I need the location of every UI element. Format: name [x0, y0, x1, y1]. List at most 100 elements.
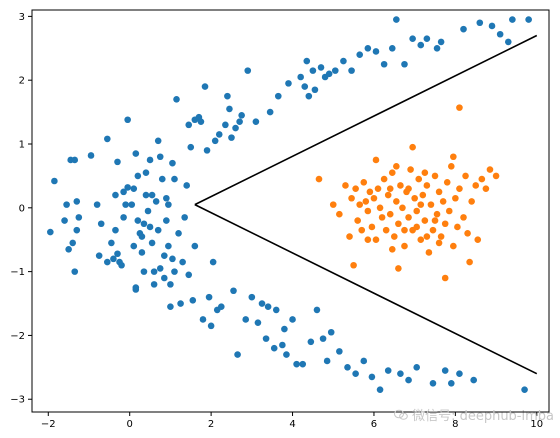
scatter-point-series-1 — [93, 201, 101, 208]
scatter-point-series-1 — [274, 92, 282, 100]
scatter-point-series-2 — [366, 188, 374, 196]
scatter-point-series-2 — [368, 223, 376, 231]
scatter-point-series-1 — [433, 44, 441, 52]
scatter-point-series-1 — [521, 386, 528, 393]
scatter-point-series-2 — [386, 185, 394, 192]
scatter-point-series-1 — [405, 376, 412, 384]
scatter-point-series-2 — [362, 198, 370, 205]
scatter-point-series-1 — [372, 48, 380, 55]
scatter-point-series-2 — [443, 178, 451, 186]
scatter-point-series-2 — [423, 182, 431, 189]
boundary-line-2 — [194, 203, 538, 375]
scatter-point-series-1 — [397, 370, 404, 378]
scatter-point-series-2 — [397, 182, 404, 189]
scatter-point-series-2 — [454, 223, 461, 231]
y-tick-label: −2 — [10, 331, 25, 342]
scatter-point-series-1 — [376, 386, 384, 393]
scatter-point-series-2 — [384, 191, 392, 199]
x-tick-label: 2 — [208, 419, 214, 430]
watermark-text: 微信号: deephub-imba — [412, 409, 554, 424]
scatter-point-series-2 — [388, 169, 396, 177]
scatter-point-series-1 — [264, 303, 272, 311]
scatter-point-series-1 — [207, 322, 215, 330]
scatter-point-series-1 — [279, 341, 286, 349]
scatter-point-series-1 — [134, 172, 142, 180]
scatter-point-series-1 — [525, 16, 532, 23]
scatter-point-series-1 — [75, 214, 83, 221]
scatter-point-series-2 — [425, 249, 433, 256]
scatter-point-series-2 — [329, 201, 337, 208]
scatter-point-series-2 — [393, 163, 400, 170]
scatter-point-series-1 — [51, 177, 58, 185]
scatter-point-series-1 — [509, 16, 516, 23]
scatter-point-series-1 — [409, 35, 416, 43]
scatter-point-series-2 — [393, 198, 400, 205]
scatter-point-series-1 — [238, 111, 245, 119]
plot-area-frame — [31, 9, 550, 413]
scatter-point-series-1 — [297, 73, 304, 81]
scatter-point-series-2 — [419, 191, 427, 199]
scatter-point-series-1 — [281, 325, 288, 333]
scatter-point-series-1 — [142, 191, 150, 199]
scatter-point-series-1 — [158, 175, 166, 183]
scatter-point-series-1 — [130, 185, 138, 192]
scatter-point-series-2 — [401, 226, 408, 234]
scatter-point-series-1 — [122, 201, 129, 208]
scatter-point-series-2 — [492, 172, 500, 180]
scatter-point-series-1 — [148, 191, 156, 199]
scatter-point-series-1 — [114, 158, 121, 166]
x-tick-label: −2 — [41, 419, 56, 430]
scatter-point-series-1 — [384, 367, 392, 374]
scatter-point-series-2 — [441, 220, 449, 228]
scatter-point-series-1 — [156, 265, 164, 272]
scatter-point-series-1 — [144, 207, 152, 215]
scatter-point-series-2 — [486, 166, 494, 173]
scatter-point-series-1 — [199, 316, 207, 323]
scatter-point-series-2 — [395, 220, 402, 228]
scatter-point-series-1 — [185, 271, 193, 279]
scatter-point-series-1 — [161, 274, 168, 282]
scatter-point-series-1 — [189, 297, 197, 304]
scatter-point-series-1 — [311, 86, 319, 94]
scatter-point-series-1 — [175, 230, 182, 237]
scatter-point-series-1 — [132, 150, 140, 157]
scatter-point-series-1 — [252, 118, 260, 125]
scatter-point-series-2 — [405, 214, 412, 221]
scatter-point-series-2 — [364, 236, 372, 244]
scatter-point-series-2 — [364, 207, 372, 215]
scatter-point-series-1 — [331, 67, 339, 74]
scatter-point-series-1 — [348, 67, 355, 74]
scatter-point-series-1 — [161, 252, 168, 259]
scatter-point-series-1 — [336, 348, 343, 355]
scatter-point-series-1 — [272, 306, 280, 314]
scatter-point-series-1 — [215, 131, 223, 138]
scatter-point-series-1 — [423, 35, 431, 43]
scatter-point-series-2 — [399, 204, 406, 212]
scatter-point-series-1 — [437, 38, 445, 46]
scatter-point-series-2 — [431, 172, 439, 180]
scatter-point-series-2 — [395, 265, 402, 272]
scatter-point-series-1 — [146, 223, 154, 231]
scatter-point-series-1 — [130, 242, 138, 250]
scatter-point-series-1 — [142, 169, 150, 177]
scatter-point-series-1 — [179, 258, 186, 266]
scatter-point-series-1 — [165, 201, 172, 208]
scatter-point-series-1 — [150, 268, 158, 275]
scatter-point-series-2 — [417, 201, 425, 208]
watermark: 微信号: deephub-imba — [394, 405, 554, 424]
y-tick-label: 3 — [19, 12, 25, 23]
scatter-point-series-1 — [171, 175, 178, 183]
scatter-point-series-1 — [360, 357, 368, 365]
scatter-point-series-1 — [289, 316, 296, 323]
scatter-point-series-1 — [266, 108, 274, 116]
scatter-point-series-1 — [254, 319, 262, 326]
chart-axes: −2 0 2 4 6 8 10 −3 −2 −1 0 1 2 3 — [10, 12, 543, 430]
scatter-point-series-1 — [283, 351, 290, 358]
y-tick-label: −3 — [10, 395, 25, 406]
scatter-point-series-1 — [470, 376, 477, 384]
x-tick-label: 6 — [371, 419, 377, 430]
scatter-point-series-2 — [336, 210, 343, 218]
scatter-point-series-2 — [431, 217, 439, 224]
scatter-point-series-1 — [87, 152, 95, 159]
